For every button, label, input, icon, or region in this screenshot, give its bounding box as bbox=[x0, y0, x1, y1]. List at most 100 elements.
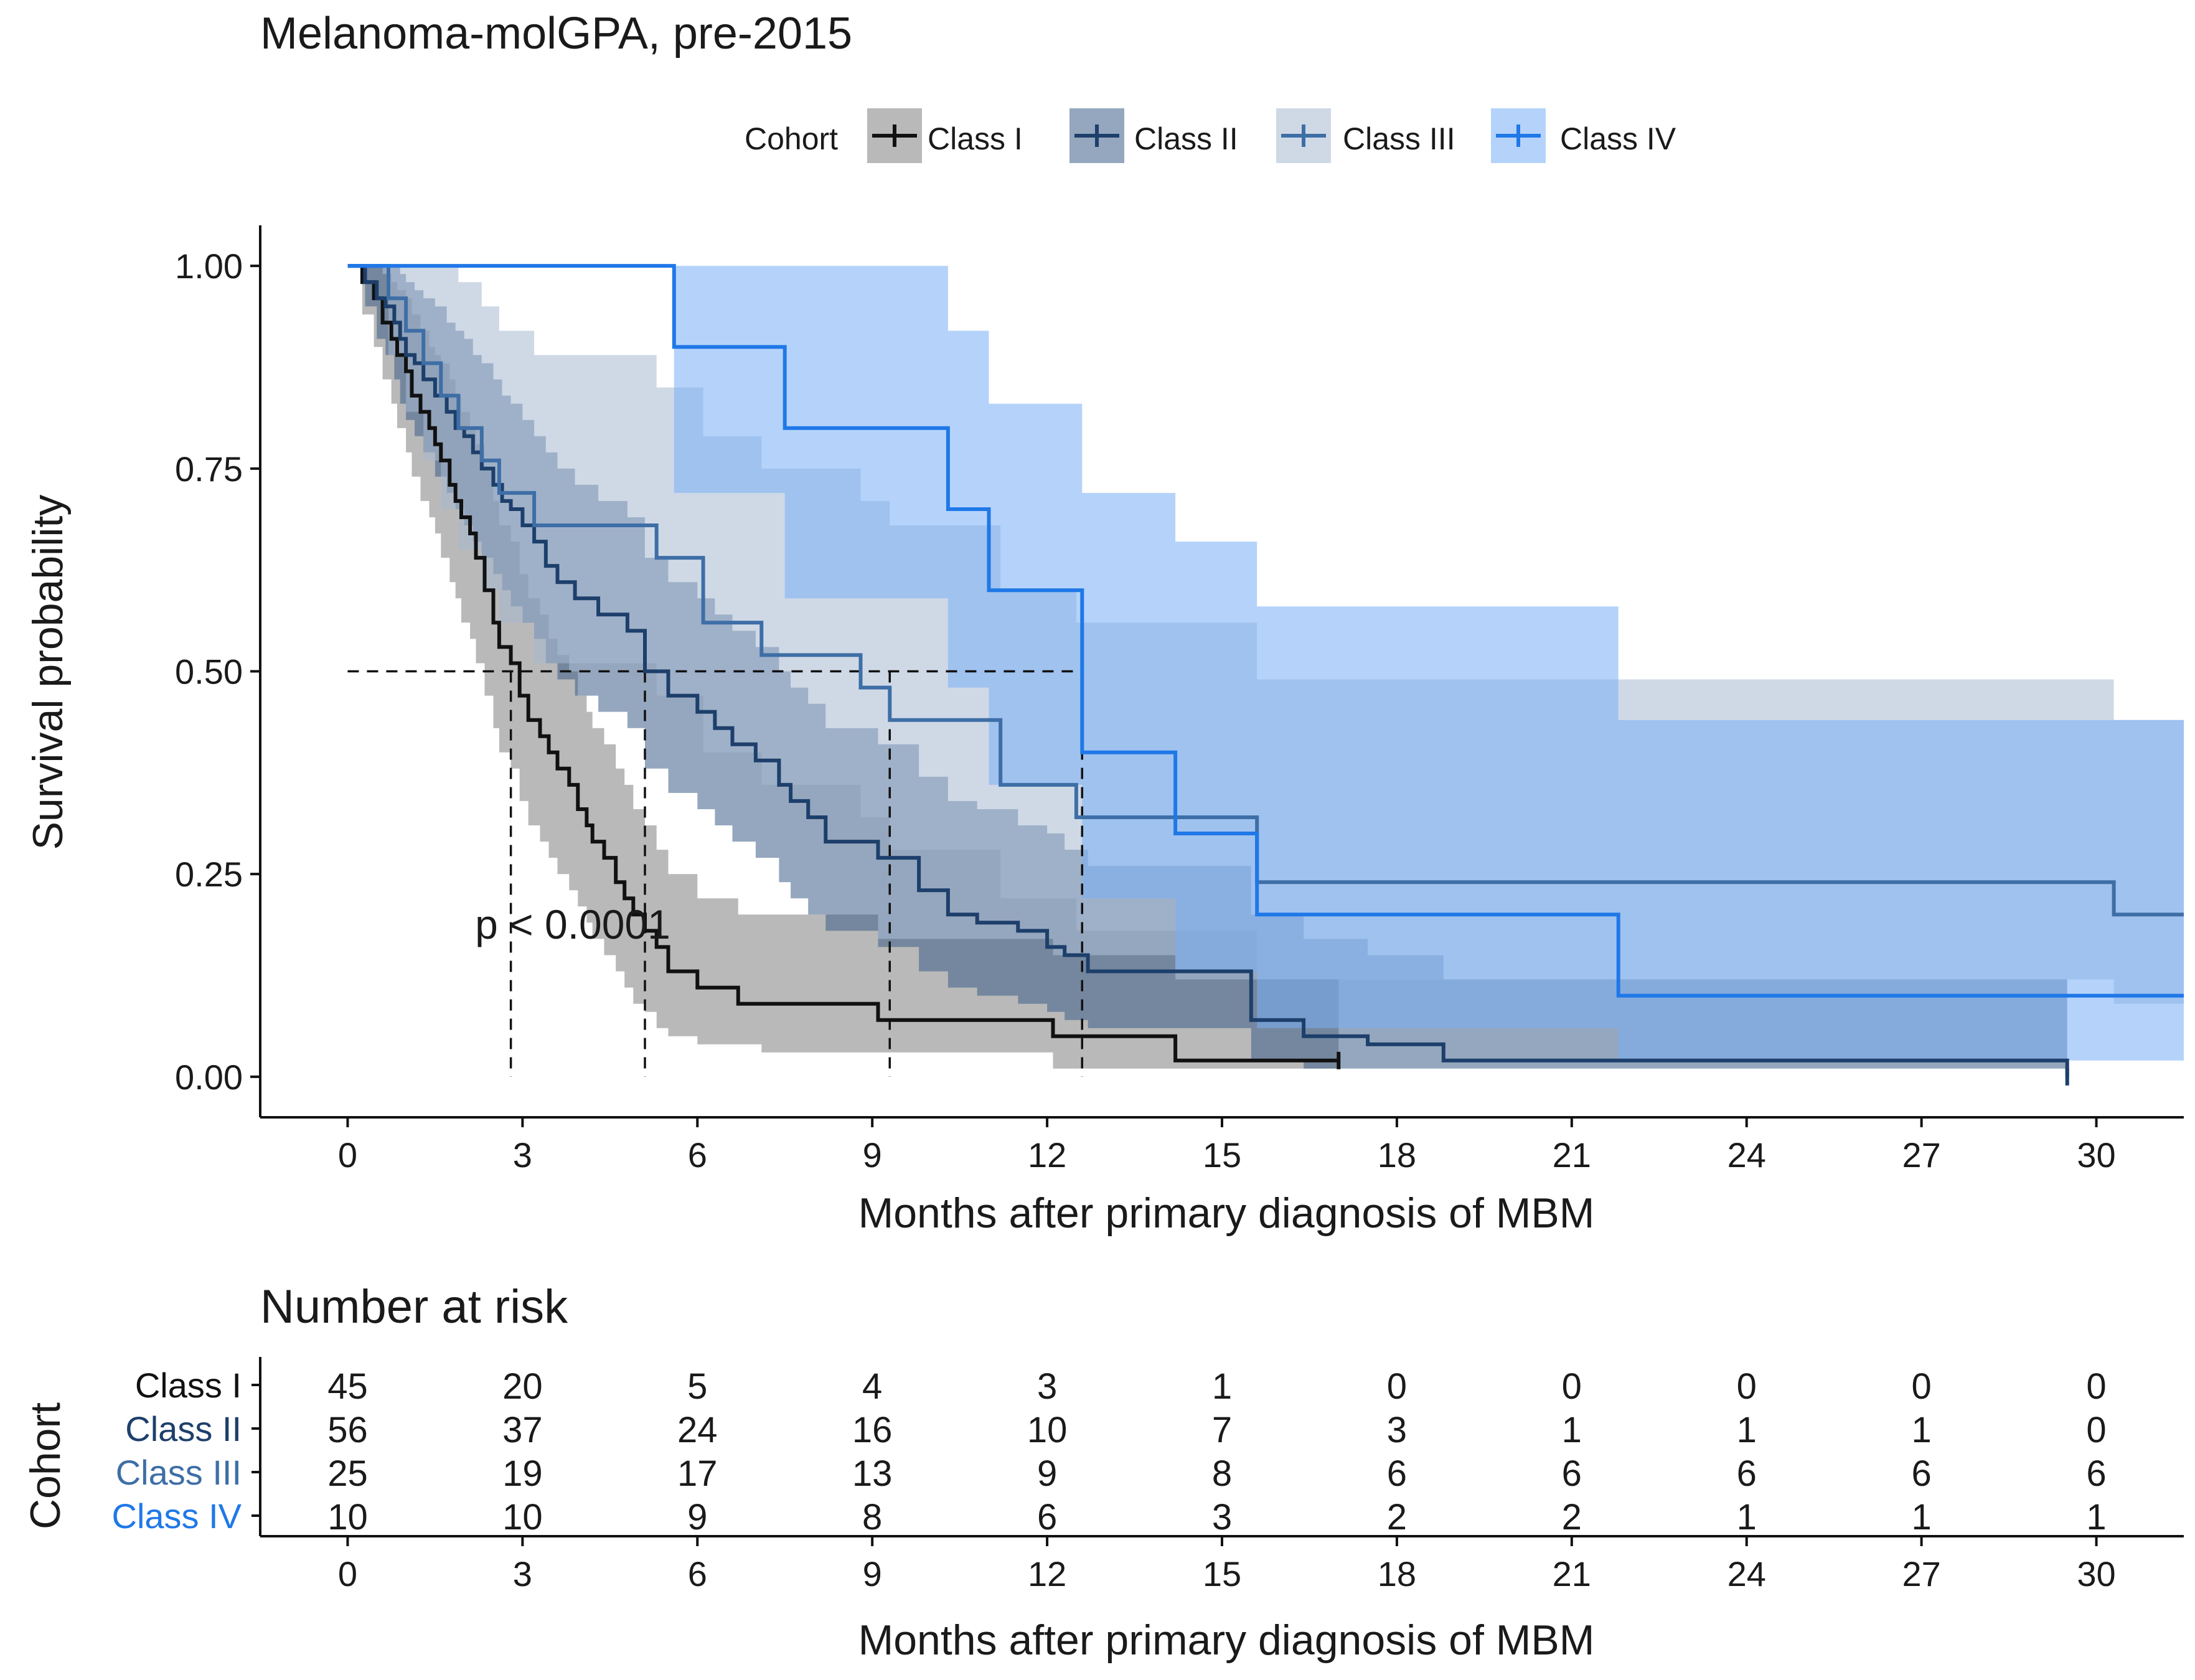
risk-cell: 10 bbox=[327, 1497, 368, 1537]
risk-cell: 24 bbox=[677, 1410, 718, 1450]
ci-band-class-iv bbox=[347, 266, 2184, 1061]
ci-band-class-i bbox=[347, 266, 1339, 1069]
risk-table-title: Number at risk bbox=[260, 1280, 568, 1333]
risk-cell: 7 bbox=[1212, 1410, 1232, 1450]
risk-cell: 9 bbox=[1037, 1453, 1057, 1494]
risk-row-label-class-iv: Class IV bbox=[112, 1496, 242, 1536]
risk-cell: 37 bbox=[502, 1410, 543, 1450]
risk-x-tick-label: 3 bbox=[513, 1554, 532, 1593]
risk-cell: 20 bbox=[502, 1366, 543, 1407]
legend: Cohort Class I Class II Class III Class IV bbox=[745, 108, 1676, 163]
x-tick-label: 0 bbox=[338, 1135, 357, 1175]
risk-cell: 3 bbox=[1037, 1366, 1057, 1407]
risk-cell: 0 bbox=[2086, 1410, 2106, 1450]
legend-item-class-iv: Class IV bbox=[1491, 108, 1676, 163]
risk-cell: 6 bbox=[1037, 1497, 1057, 1537]
y-tick-label: 0.25 bbox=[175, 855, 243, 894]
km-curve-class-iii bbox=[347, 264, 2184, 917]
risk-cell: 0 bbox=[1562, 1366, 1582, 1407]
risk-x-tick-label: 15 bbox=[1203, 1554, 1241, 1593]
y-tick-label: 1.00 bbox=[175, 246, 243, 286]
x-tick-label: 18 bbox=[1378, 1135, 1416, 1175]
risk-y-axis-title: Cohort bbox=[22, 1402, 69, 1529]
risk-cell: 6 bbox=[1562, 1453, 1582, 1494]
km-curve-class-ii bbox=[347, 264, 2069, 1077]
risk-cell: 8 bbox=[1212, 1453, 1232, 1494]
risk-cell: 17 bbox=[677, 1453, 718, 1494]
chart-title: Melanoma-molGPA, pre-2015 bbox=[260, 9, 852, 59]
y-axis-title: Survival probability bbox=[24, 495, 72, 850]
risk-cell: 1 bbox=[2086, 1497, 2106, 1537]
risk-cell: 3 bbox=[1387, 1410, 1407, 1450]
risk-x-tick-label: 9 bbox=[863, 1554, 882, 1593]
risk-x-tick-label: 27 bbox=[1902, 1554, 1940, 1593]
x-tick-label: 27 bbox=[1902, 1135, 1940, 1175]
x-tick-label: 9 bbox=[863, 1135, 882, 1175]
x-tick-label: 30 bbox=[2077, 1135, 2115, 1175]
risk-cell: 13 bbox=[852, 1453, 893, 1494]
x-tick-label: 24 bbox=[1727, 1135, 1766, 1175]
risk-cell: 25 bbox=[327, 1453, 368, 1494]
risk-cell: 1 bbox=[1912, 1410, 1932, 1450]
survival-plot: 0.00 0.25 0.50 0.75 1.00 0 3 6 9 12 15 18 21 24 27 30 bbox=[175, 225, 2184, 1175]
y-tick-label: 0.50 bbox=[175, 652, 243, 692]
risk-cell: 2 bbox=[1387, 1497, 1407, 1537]
risk-cell: 0 bbox=[1912, 1366, 1932, 1407]
risk-x-tick-label: 18 bbox=[1378, 1554, 1416, 1593]
y-tick-label: 0.75 bbox=[175, 449, 243, 489]
x-tick-label: 21 bbox=[1553, 1135, 1591, 1175]
risk-cell: 1 bbox=[1212, 1366, 1232, 1407]
risk-cell: 1 bbox=[1737, 1497, 1757, 1537]
risk-cell: 0 bbox=[2086, 1366, 2106, 1407]
risk-cell: 4 bbox=[862, 1366, 882, 1407]
x-tick-label: 3 bbox=[513, 1135, 532, 1175]
risk-cell: 6 bbox=[1912, 1453, 1932, 1494]
legend-item-class-i: Class I bbox=[867, 108, 1023, 163]
risk-cell: 1 bbox=[1737, 1410, 1757, 1450]
legend-item-class-iii: Class III bbox=[1276, 108, 1455, 163]
x-tick-label: 12 bbox=[1028, 1135, 1066, 1175]
risk-cell: 45 bbox=[327, 1366, 368, 1407]
risk-cell: 3 bbox=[1212, 1497, 1232, 1537]
risk-x-axis-title: Months after primary diagnosis of MBM bbox=[858, 1617, 1595, 1664]
risk-cell: 5 bbox=[687, 1366, 707, 1407]
legend-label: Class I bbox=[928, 121, 1023, 156]
risk-row-label-class-i: Class I bbox=[135, 1366, 242, 1405]
risk-x-tick-label: 6 bbox=[688, 1554, 707, 1593]
risk-x-tick-label: 24 bbox=[1727, 1554, 1766, 1593]
km-curve-class-iv bbox=[347, 264, 2184, 998]
risk-cell: 1 bbox=[1562, 1410, 1582, 1450]
legend-label: Class III bbox=[1343, 121, 1455, 156]
risk-x-tick-label: 12 bbox=[1028, 1554, 1066, 1593]
risk-cell: 10 bbox=[1027, 1410, 1068, 1450]
legend-item-class-ii: Class II bbox=[1069, 108, 1238, 163]
x-tick-label: 15 bbox=[1203, 1135, 1241, 1175]
risk-cell: 0 bbox=[1387, 1366, 1407, 1407]
y-tick-label: 0.00 bbox=[175, 1058, 243, 1097]
x-tick-label: 6 bbox=[688, 1135, 707, 1175]
risk-cell: 6 bbox=[1737, 1453, 1757, 1494]
risk-row-label-class-iii: Class III bbox=[116, 1453, 242, 1492]
risk-cell: 10 bbox=[502, 1497, 543, 1537]
risk-cell: 6 bbox=[2086, 1453, 2106, 1494]
risk-x-tick-label: 30 bbox=[2077, 1554, 2115, 1593]
legend-label: Class IV bbox=[1560, 121, 1676, 156]
risk-cell: 9 bbox=[687, 1497, 707, 1537]
p-value-annotation: p < 0.0001 bbox=[475, 901, 670, 947]
risk-cell: 0 bbox=[1737, 1366, 1757, 1407]
risk-cell: 8 bbox=[862, 1497, 882, 1537]
km-curve-class-i bbox=[347, 264, 1339, 1063]
risk-cell: 16 bbox=[852, 1410, 893, 1450]
x-axis-title: Months after primary diagnosis of MBM bbox=[858, 1190, 1595, 1237]
risk-x-tick-label: 21 bbox=[1553, 1554, 1591, 1593]
risk-cell: 2 bbox=[1562, 1497, 1582, 1537]
legend-title: Cohort bbox=[745, 121, 838, 156]
risk-x-tick-label: 0 bbox=[338, 1554, 357, 1593]
risk-cell: 1 bbox=[1912, 1497, 1932, 1537]
legend-label: Class II bbox=[1134, 121, 1238, 156]
risk-cell: 56 bbox=[327, 1410, 368, 1450]
risk-cell: 6 bbox=[1387, 1453, 1407, 1494]
risk-row-label-class-ii: Class II bbox=[125, 1409, 242, 1448]
